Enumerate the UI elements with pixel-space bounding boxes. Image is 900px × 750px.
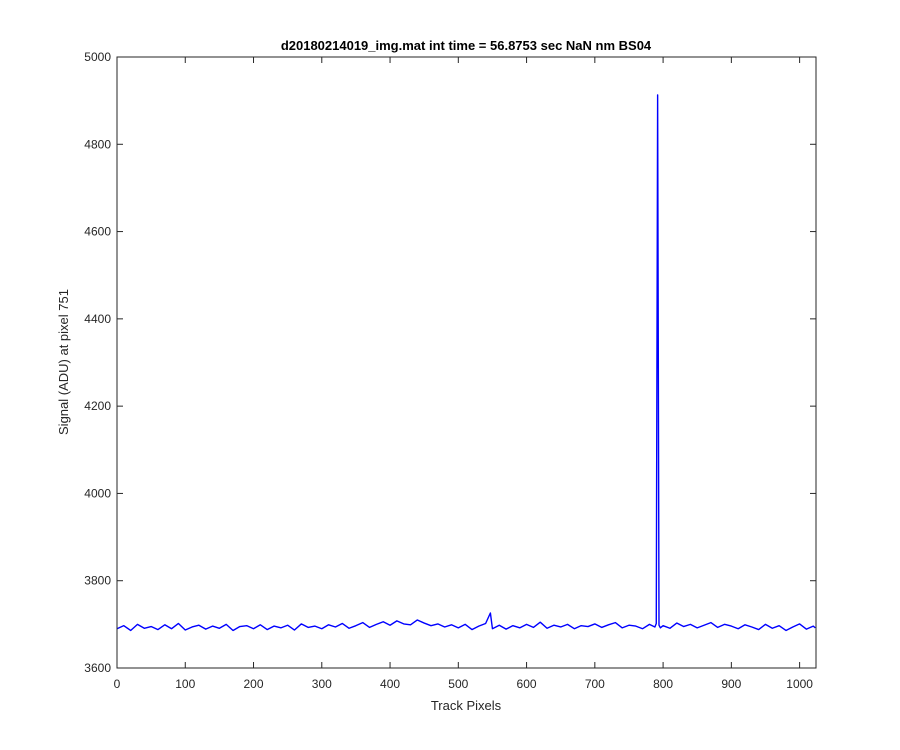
series-line [116, 94, 816, 632]
y-tick-label: 3600 [84, 661, 111, 675]
x-tick-label: 600 [517, 677, 537, 691]
x-tick-label: 700 [585, 677, 605, 691]
y-axis-label: Signal (ADU) at pixel 751 [56, 289, 71, 435]
y-tick-label: 5000 [84, 50, 111, 64]
x-tick-label: 200 [244, 677, 264, 691]
x-axis-label: Track Pixels [431, 698, 502, 713]
axes-box [116, 56, 817, 669]
y-tick-label: 4000 [84, 486, 111, 500]
y-tick-label: 3800 [84, 574, 111, 588]
series-group [116, 94, 816, 632]
chart-title: d20180214019_img.mat int time = 56.8753 … [281, 38, 652, 53]
x-tick-label: 900 [721, 677, 741, 691]
x-tick-label: 800 [653, 677, 673, 691]
x-tick-label: 0 [114, 677, 121, 691]
y-tick-label: 4800 [84, 137, 111, 151]
y-axis: 3600 3800 4000 4200 4400 4600 4800 5000 [84, 50, 816, 675]
x-axis: 0 100 200 300 400 500 600 700 800 900 1000 [114, 57, 813, 691]
y-tick-label: 4400 [84, 312, 111, 326]
x-tick-label: 300 [312, 677, 332, 691]
x-tick-label: 100 [175, 677, 195, 691]
x-tick-label: 1000 [786, 677, 813, 691]
x-tick-label: 500 [448, 677, 468, 691]
plot-area [117, 57, 816, 668]
y-tick-label: 4600 [84, 225, 111, 239]
y-tick-label: 4200 [84, 399, 111, 413]
x-tick-label: 400 [380, 677, 400, 691]
